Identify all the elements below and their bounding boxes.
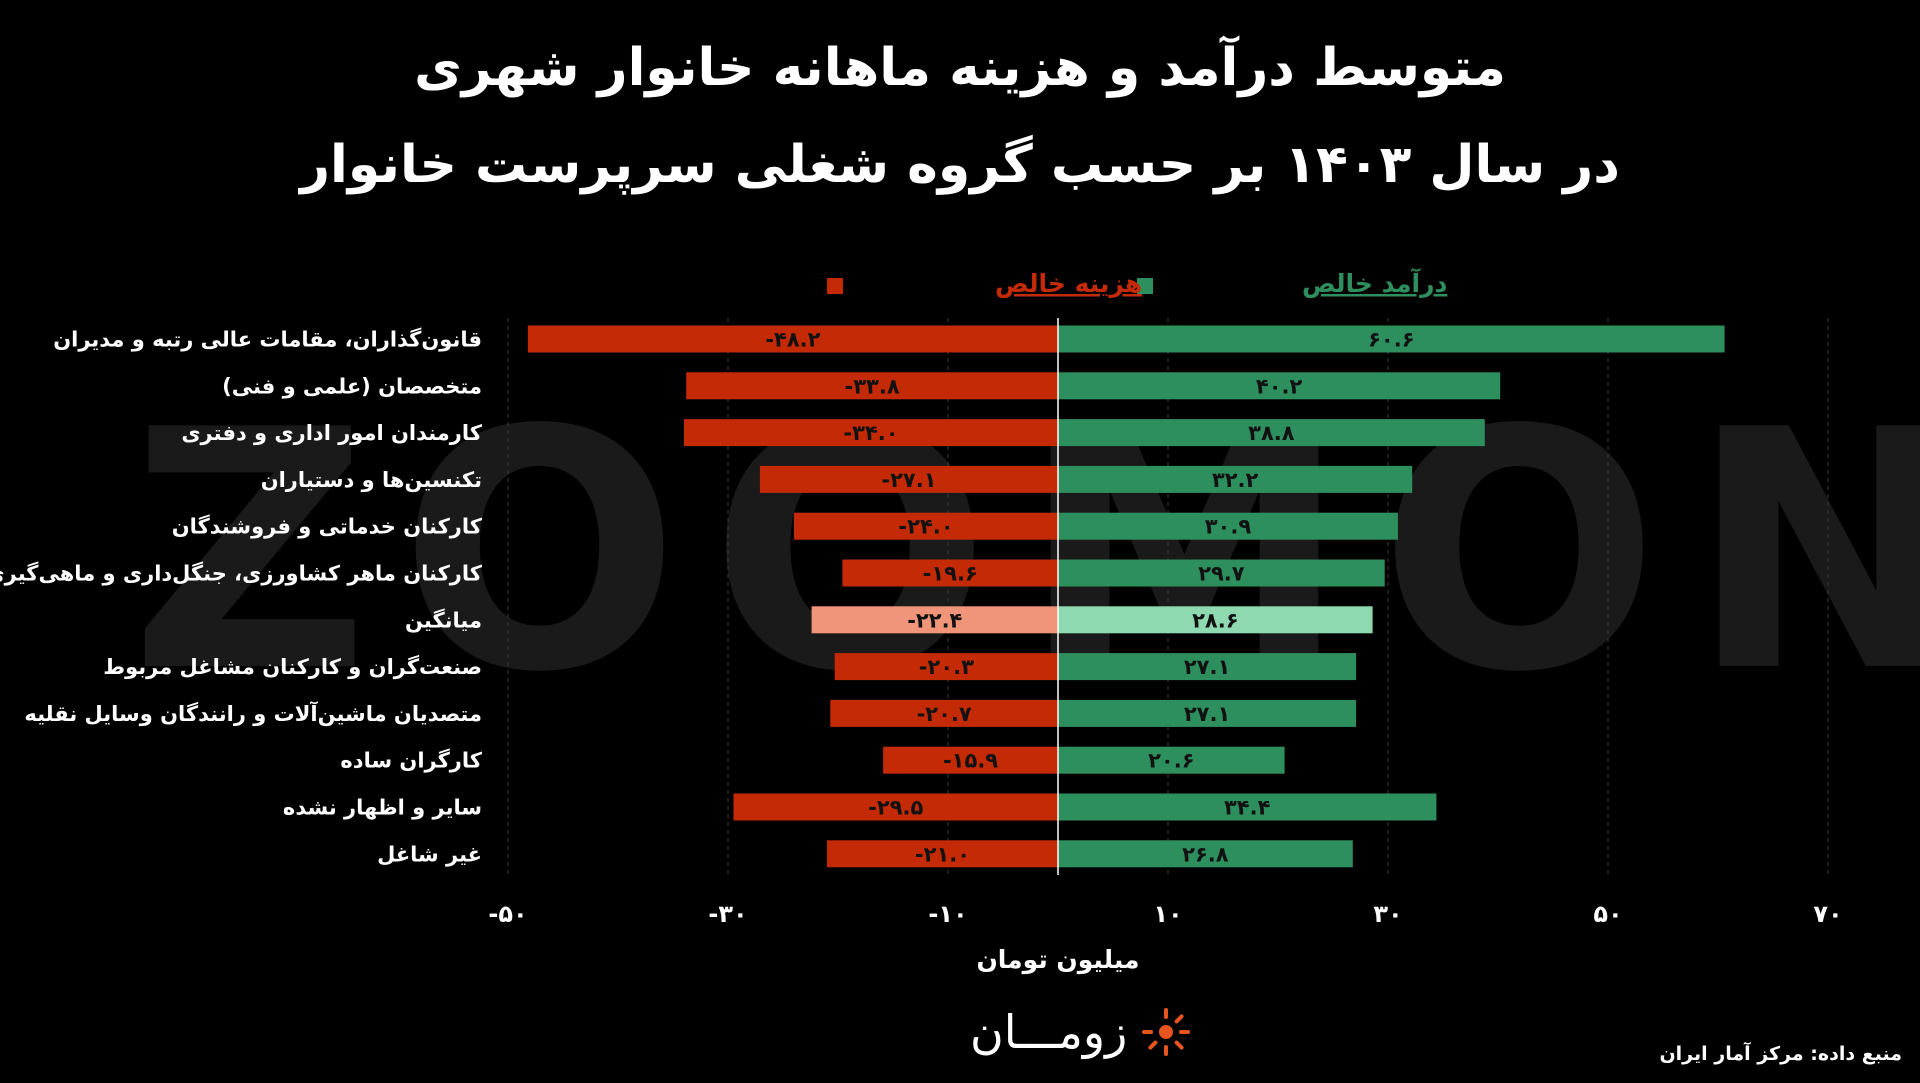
category-label: کارکنان ماهر کشاورزی، جنگل‌داری و ماهی‌گ…: [0, 561, 483, 586]
legend-swatch-income: [1137, 278, 1153, 294]
expense-bar: [827, 840, 1058, 868]
category-label: تکنسین‌ها و دستیاران: [261, 468, 482, 492]
category-label: غیر شاغل: [377, 842, 482, 866]
expense-value-label: -۲۹.۵: [868, 796, 923, 820]
income-value-label: ۲۷.۱: [1184, 702, 1230, 726]
expense-value-label: -۲۴.۰: [898, 515, 953, 539]
expense-value-label: -۱۹.۶: [923, 562, 978, 586]
expense-bar: [830, 699, 1058, 727]
category-label: متخصصان (علمی و فنی): [222, 374, 482, 398]
legend-swatch-expense: [827, 278, 843, 294]
income-value-label: ۲۶.۸: [1182, 842, 1229, 866]
x-tick-label: ۷۰: [1813, 900, 1842, 928]
logo-sun-icon: [1142, 1008, 1191, 1056]
income-bar: [1058, 512, 1398, 540]
income-value-label: ۳۲.۲: [1212, 468, 1259, 492]
expense-bar: [759, 465, 1058, 493]
income-bar: [1058, 465, 1413, 493]
expense-value-label: -۲۱.۰: [915, 842, 970, 866]
expense-value-label: -۱۵.۹: [943, 749, 998, 773]
income-bar: [1058, 606, 1373, 634]
category-label: سایر و اظهار نشده: [283, 796, 482, 820]
income-bar: [1058, 653, 1357, 681]
category-label: کارمندان امور اداری و دفتری: [181, 421, 482, 445]
income-bar: [1058, 325, 1725, 353]
category-label: متصدیان ماشین‌آلات و رانندگان وسایل نقلی…: [24, 701, 482, 726]
expense-bar: [811, 606, 1058, 634]
expense-bar: [527, 325, 1058, 353]
category-label: صنعت‌گران و کارکنان مشاغل مربوط: [103, 654, 482, 679]
x-tick-label: ۱۰: [1153, 900, 1182, 928]
chart-title-line-2: در سال ۱۴۰۳ بر حسب گروه شغلی سرپرست خانو…: [300, 135, 1620, 195]
income-value-label: ۳۴.۴: [1224, 796, 1271, 820]
x-axis-label: میلیون تومان: [976, 945, 1139, 975]
income-bar: [1058, 840, 1353, 868]
expense-value-label: -۲۰.۳: [919, 655, 974, 679]
expense-value-label: -۴۸.۲: [765, 328, 820, 352]
income-value-label: ۳۸.۸: [1248, 421, 1295, 445]
x-tick-label: ۳۰: [1373, 900, 1402, 928]
expense-bar: [686, 372, 1058, 400]
expense-bar: [794, 512, 1058, 540]
expense-value-label: -۳۴.۰: [843, 421, 898, 445]
income-bar: [1058, 793, 1437, 821]
income-bar: [1058, 559, 1385, 587]
category-label: قانون‌گذاران، مقامات عالی رتبه و مدیران: [53, 327, 482, 352]
income-bar: [1058, 699, 1357, 727]
category-label: میانگین: [405, 607, 482, 632]
income-value-label: ۳۰.۹: [1205, 515, 1252, 539]
brand-logo: زومـــان: [970, 1005, 1191, 1059]
chart-title-line-1: متوسط درآمد و هزینه ماهانه خانوار شهری: [414, 38, 1506, 98]
expense-bar: [883, 746, 1058, 774]
logo-text: زومـــان: [970, 1005, 1128, 1059]
category-label: کارکنان خدماتی و فروشندگان: [172, 514, 483, 539]
expense-bar: [684, 419, 1058, 447]
expense-bar: [834, 653, 1058, 681]
x-tick-label: ۵۰: [1593, 900, 1622, 928]
legend-label-income: درآمد خالص: [1302, 268, 1447, 298]
income-bar: [1058, 746, 1285, 774]
legend-label-expense: هزینه خالص: [995, 269, 1142, 299]
expense-value-label: -۲۷.۱: [881, 468, 936, 492]
expense-bar: [733, 793, 1058, 821]
category-label: کارگران ساده: [340, 748, 482, 773]
income-value-label: ۶۰.۶: [1368, 328, 1414, 352]
x-tick-label: -۳۰: [708, 900, 747, 928]
source-note: منبع داده: مرکز آمار ایران: [1659, 1043, 1902, 1065]
income-value-label: ۲۸.۶: [1192, 608, 1238, 632]
income-value-label: ۲۷.۱: [1184, 655, 1230, 679]
expense-bar: [842, 559, 1058, 587]
expense-value-label: -۳۳.۸: [845, 374, 900, 398]
expense-value-label: -۲۲.۴: [907, 608, 962, 632]
x-tick-label: -۱۰: [928, 900, 967, 928]
x-tick-label: -۵۰: [488, 900, 527, 928]
income-value-label: ۲۰.۶: [1148, 749, 1194, 773]
expense-value-label: -۲۰.۷: [917, 702, 972, 726]
income-value-label: ۴۰.۲: [1256, 374, 1303, 398]
income-bar: [1058, 419, 1485, 447]
income-value-label: ۲۹.۷: [1198, 562, 1245, 586]
income-bar: [1058, 372, 1501, 400]
